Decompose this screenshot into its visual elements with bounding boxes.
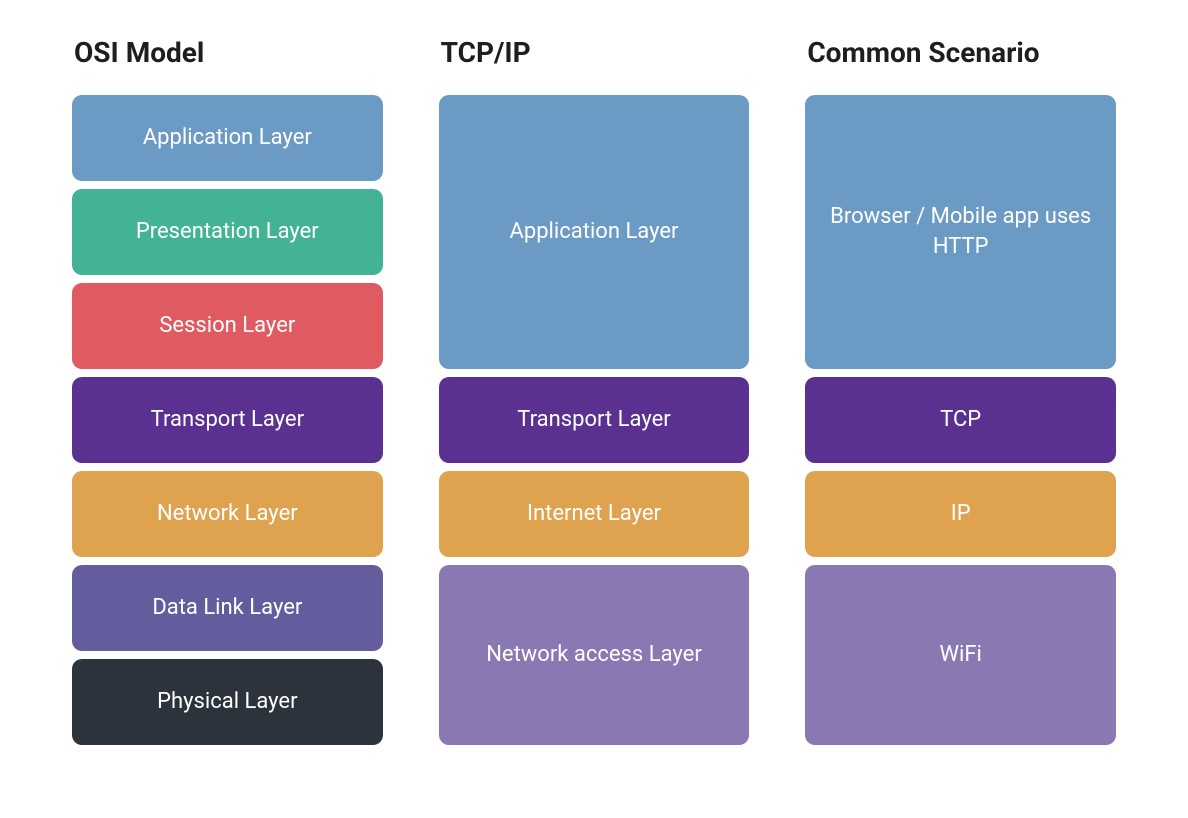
layer-box: Physical Layer [72, 659, 383, 745]
layer-box: Internet Layer [439, 471, 750, 557]
column-title: TCP/IP [439, 36, 750, 69]
layer-box: Session Layer [72, 283, 383, 369]
column-title: OSI Model [72, 36, 383, 69]
layer-box: Network access Layer [439, 565, 750, 745]
layer-box: WiFi [805, 565, 1116, 745]
layer-box: Network Layer [72, 471, 383, 557]
layer-box: Application Layer [439, 95, 750, 369]
diagram-columns: OSI Model Application Layer Presentation… [72, 36, 1116, 768]
layer-box: Transport Layer [72, 377, 383, 463]
layer-box: Data Link Layer [72, 565, 383, 651]
layer-box: Application Layer [72, 95, 383, 181]
layer-box: Transport Layer [439, 377, 750, 463]
column-scenario: Common Scenario Browser / Mobile app use… [805, 36, 1116, 768]
layer-box: Presentation Layer [72, 189, 383, 275]
layer-box: IP [805, 471, 1116, 557]
layer-box: TCP [805, 377, 1116, 463]
column-title: Common Scenario [805, 36, 1116, 69]
layer-stack: Browser / Mobile app uses HTTP TCP IP Wi… [805, 95, 1116, 768]
layer-box: Browser / Mobile app uses HTTP [805, 95, 1116, 369]
layer-stack: Application Layer Transport Layer Intern… [439, 95, 750, 768]
layer-stack: Application Layer Presentation Layer Ses… [72, 95, 383, 768]
column-osi: OSI Model Application Layer Presentation… [72, 36, 383, 768]
column-tcpip: TCP/IP Application Layer Transport Layer… [439, 36, 750, 768]
